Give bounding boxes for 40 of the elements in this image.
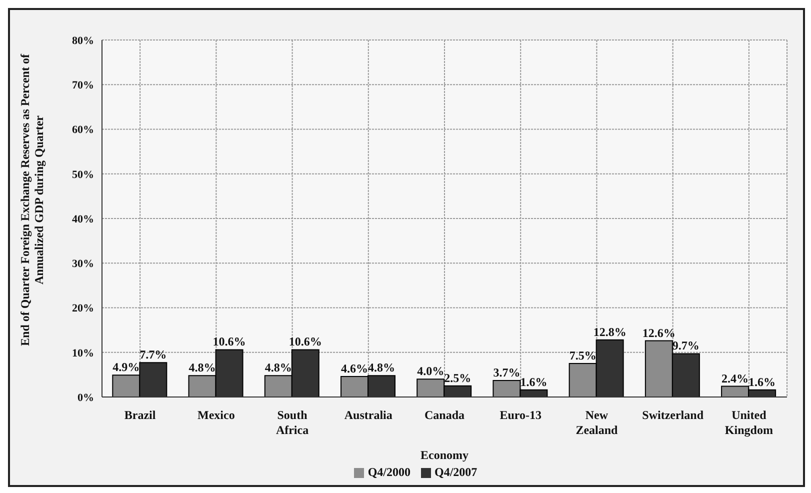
data-label: 1.6% (748, 374, 776, 389)
data-label: 4.6% (340, 361, 368, 376)
data-label: 2.4% (722, 371, 749, 386)
data-label: 4.0% (417, 364, 444, 378)
y-tick-label: 70% (72, 80, 94, 92)
data-label: 4.9% (112, 360, 140, 374)
x-tick-label: United Kingdom (724, 408, 773, 437)
data-label: 4.8% (188, 360, 216, 375)
y-tick-label: 50% (72, 168, 94, 181)
legend-label: Q4/2007 (434, 465, 478, 479)
x-axis-title: Economy (420, 448, 468, 462)
x-tick-label: Euro-13 (500, 408, 542, 422)
y-tick-label: 80% (72, 34, 94, 47)
data-label: 1.6% (520, 374, 548, 389)
data-label: 3.7% (493, 365, 520, 380)
y-tick-label: 60% (72, 124, 94, 136)
data-label: 12.6% (642, 326, 676, 340)
x-tick-label: Australia (344, 408, 392, 422)
x-tick-label: South Africa (276, 408, 309, 437)
data-label: 7.5% (569, 348, 596, 363)
y-tick-label: 0% (78, 392, 94, 404)
data-label: 4.8% (264, 360, 292, 375)
data-label: 12.8% (593, 324, 626, 339)
x-tick-label: Canada (424, 408, 465, 422)
x-tick-label: New Zealand (576, 408, 618, 437)
x-tick-label: Mexico (198, 408, 235, 422)
x-tick-label: Switzerland (642, 408, 704, 422)
y-tick-label: 40% (72, 213, 94, 226)
legend-label: Q4/2000 (368, 465, 410, 479)
data-label: 10.6% (212, 334, 246, 349)
y-tick-label: 30% (72, 258, 94, 270)
y-tick-label: 20% (72, 302, 94, 315)
data-label: 9.7% (672, 338, 700, 353)
data-label: 10.6% (288, 334, 322, 349)
x-tick-label: Brazil (124, 408, 156, 422)
data-label: 2.5% (444, 370, 472, 385)
data-label: 4.8% (368, 360, 395, 375)
data-label: 7.7% (140, 348, 167, 362)
y-tick-label: 10% (72, 347, 94, 360)
y-axis-title: End of Quarter Foreign Exchange Reserves as Percent of Annualized GDP during Quarter (18, 52, 46, 348)
